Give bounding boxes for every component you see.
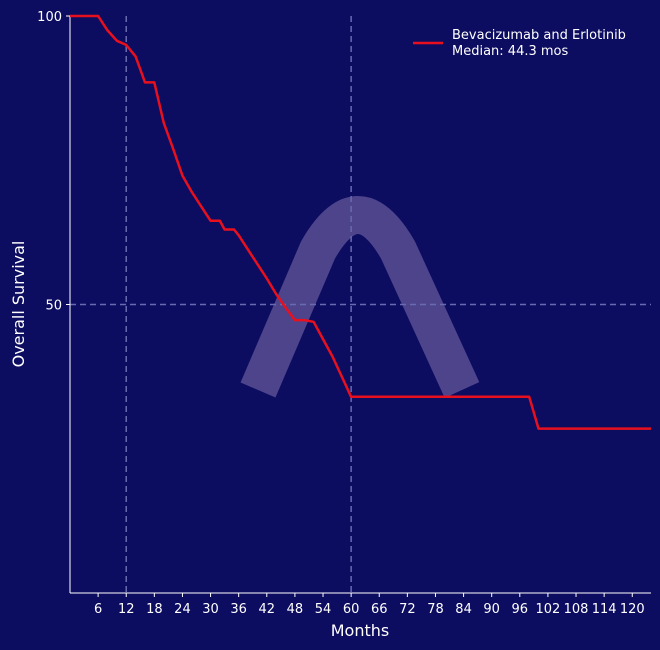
series-lines	[70, 14, 651, 430]
y-tick-label: 100	[37, 10, 62, 25]
legend-label: Bevacizumab and Erlotinib	[452, 28, 626, 43]
x-tick-label: 6	[94, 602, 102, 617]
x-tick-label: 84	[455, 602, 472, 617]
x-tick-label: 24	[174, 602, 191, 617]
x-tick-label: 54	[315, 602, 332, 617]
y-axis-ticks: 50 100	[37, 10, 70, 314]
x-tick-label: 114	[592, 602, 617, 617]
x-tick-label: 36	[230, 602, 247, 617]
x-tick-label: 66	[371, 602, 388, 617]
x-tick-label: 12	[118, 602, 135, 617]
x-tick-label: 120	[620, 602, 645, 617]
watermark-arch	[240, 196, 480, 398]
series-line	[70, 14, 651, 430]
reference-lines	[70, 16, 651, 593]
legend-subtitle: Median: 44.3 mos	[452, 44, 568, 59]
x-axis-label: Months	[331, 621, 389, 640]
x-axis-ticks: 6 12 18 24 30 36 42 48 54 60 66 72 78 84 90 96 102 108 114…	[94, 593, 645, 617]
y-axis-label: Overall Survival	[9, 241, 28, 368]
x-tick-label: 96	[512, 602, 529, 617]
x-tick-label: 102	[536, 602, 561, 617]
x-tick-label: 108	[564, 602, 589, 617]
x-tick-label: 18	[146, 602, 163, 617]
x-tick-label: 42	[259, 602, 276, 617]
x-tick-label: 72	[399, 602, 416, 617]
watermark-logo	[240, 196, 480, 398]
x-tick-label: 30	[202, 602, 219, 617]
y-tick-label: 50	[45, 299, 62, 314]
x-tick-label: 90	[483, 602, 500, 617]
x-tick-label: 60	[343, 602, 360, 617]
x-tick-label: 78	[427, 602, 444, 617]
x-tick-label: 48	[287, 602, 304, 617]
